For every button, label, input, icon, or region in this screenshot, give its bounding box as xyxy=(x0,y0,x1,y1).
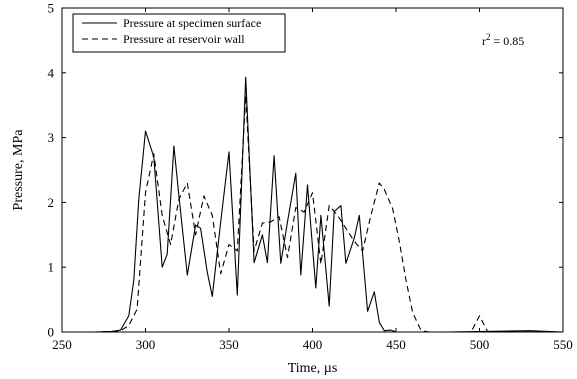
r-squared-annotation: r2 = 0.85 xyxy=(482,32,524,48)
x-tick-label-350: 350 xyxy=(219,337,239,352)
y-tick-label-4: 4 xyxy=(48,65,55,80)
legend-label-reservoir-wall: Pressure at reservoir wall xyxy=(123,32,245,46)
y-tick-label-0: 0 xyxy=(48,325,55,340)
legend: Pressure at specimen surface Pressure at… xyxy=(72,13,286,53)
legend-box xyxy=(72,13,286,53)
x-tick-label-450: 450 xyxy=(386,337,406,352)
x-tick-label-500: 500 xyxy=(470,337,490,352)
y-tick-label-3: 3 xyxy=(48,130,55,145)
plot-area xyxy=(61,7,564,333)
x-tick-label-250: 250 xyxy=(52,337,72,352)
r-squared-value: = 0.85 xyxy=(491,34,525,48)
axes-frame xyxy=(61,7,564,333)
series-line-reservoir-wall xyxy=(62,94,563,333)
tick-labels: 250 300 350 400 450 500 550 0 1 2 3 4 5 xyxy=(48,1,573,353)
legend-label-specimen-surface: Pressure at specimen surface xyxy=(123,16,261,30)
y-tick-label-5: 5 xyxy=(48,1,55,16)
x-tick-label-400: 400 xyxy=(303,337,323,352)
x-axis-label: Time, µs xyxy=(288,361,338,376)
y-tick-label-1: 1 xyxy=(48,260,55,275)
x-tick-label-300: 300 xyxy=(136,337,156,352)
y-tick-label-2: 2 xyxy=(48,195,55,210)
r-squared-base: r xyxy=(482,34,486,48)
y-axis-label: Pressure, MPa xyxy=(11,129,26,211)
series-layer xyxy=(62,76,564,333)
series-line-specimen-surface xyxy=(62,76,564,333)
x-tick-label-550: 550 xyxy=(553,337,573,352)
axis-ticks xyxy=(61,7,564,333)
r-squared-superscript: 2 xyxy=(486,32,491,42)
